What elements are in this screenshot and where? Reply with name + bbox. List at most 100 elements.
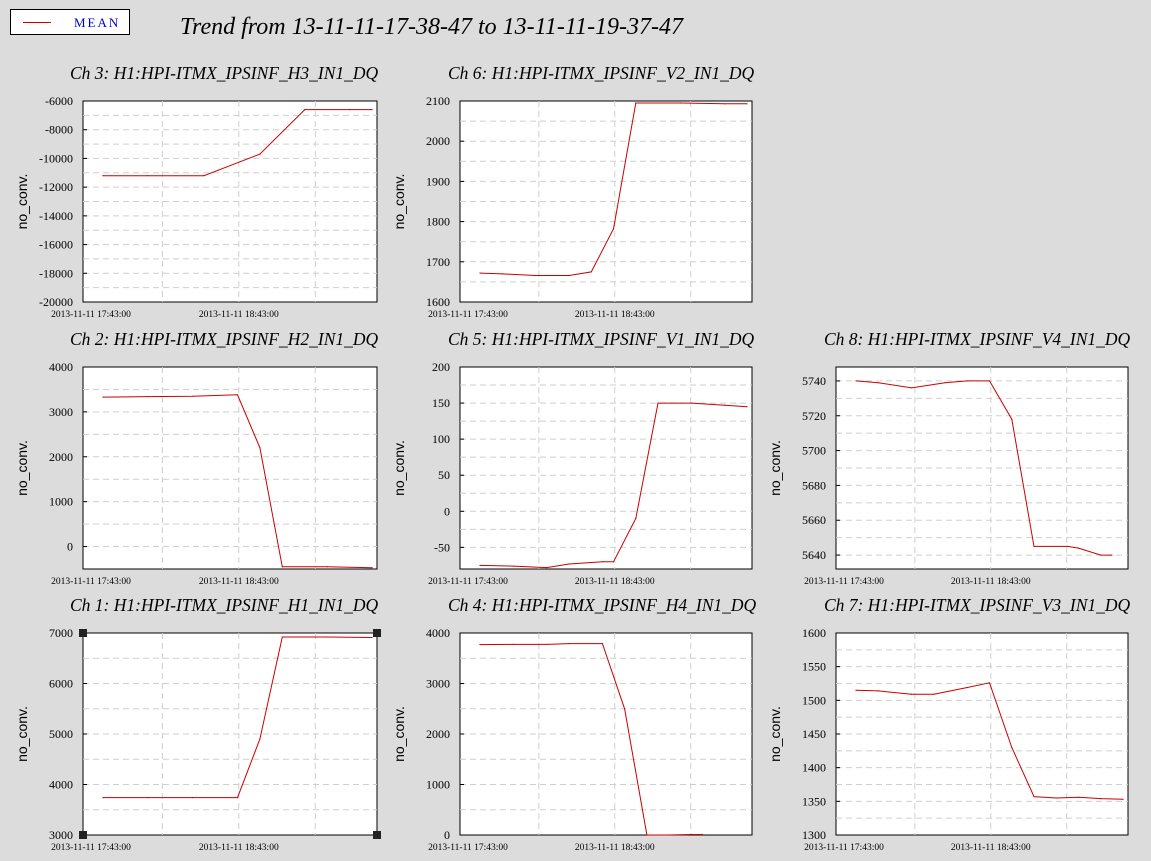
- y-tick-label: 2000: [426, 134, 450, 148]
- y-tick-label: 100: [432, 432, 450, 446]
- chart-ch3[interactable]: Ch 3: H1:HPI-ITMX_IPSINF_H3_IN1_DQ -6000 -…: [14, 63, 379, 320]
- y-axis-label: no_conv.: [14, 174, 30, 230]
- data-point: [624, 708, 626, 710]
- plot-area[interactable]: [82, 366, 378, 570]
- y-tick-label: 4000: [49, 778, 73, 792]
- y-tick-label: -10000: [39, 151, 73, 165]
- x-tick-label: 2013-11-11 17:43:00: [51, 843, 131, 853]
- data-point: [102, 175, 104, 177]
- selection-handle[interactable]: [373, 629, 381, 637]
- chart-ch7[interactable]: Ch 7: H1:HPI-ITMX_IPSINF_V3_IN1_DQ 1600 15…: [767, 595, 1131, 853]
- data-point: [966, 380, 968, 382]
- y-tick-label: 1450: [802, 727, 826, 741]
- data-point: [326, 566, 328, 568]
- selection-handle[interactable]: [79, 831, 87, 839]
- chart-title: Ch 3: H1:HPI-ITMX_IPSINF_H3_IN1_DQ: [70, 63, 379, 83]
- chart-ch8[interactable]: Ch 8: H1:HPI-ITMX_IPSINF_V4_IN1_DQ 5740 57…: [767, 329, 1131, 587]
- data-point: [259, 153, 261, 155]
- data-point: [147, 797, 149, 799]
- x-tick-label: 2013-11-11 17:43:00: [804, 577, 884, 587]
- y-tick-label: -8000: [45, 123, 73, 137]
- data-point: [512, 565, 514, 567]
- x-tick-label: 2013-11-11 17:43:00: [428, 843, 508, 853]
- data-point: [1011, 746, 1013, 749]
- y-tick-label: 3000: [426, 677, 450, 691]
- y-tick-label: 1000: [426, 778, 450, 792]
- y-tick-label: -20000: [39, 295, 73, 309]
- data-point: [855, 689, 857, 691]
- data-point: [1055, 797, 1057, 799]
- data-point: [1111, 554, 1113, 556]
- x-tick-label: 2013-11-11 17:43:00: [51, 310, 131, 320]
- data-point: [690, 833, 692, 836]
- data-point: [371, 567, 373, 569]
- data-point: [479, 564, 481, 566]
- data-point: [348, 109, 351, 111]
- y-tick-label: 1300: [802, 828, 826, 842]
- data-point: [1100, 798, 1102, 800]
- x-tick-label: 2013-11-11 18:43:00: [199, 577, 279, 587]
- data-point: [535, 274, 537, 277]
- selection-handle[interactable]: [373, 831, 381, 839]
- y-tick-label: -6000: [45, 94, 73, 108]
- y-tick-label: -16000: [39, 238, 73, 252]
- data-point: [1077, 796, 1080, 798]
- data-point: [147, 175, 149, 177]
- y-axis-label: no_conv.: [14, 706, 30, 762]
- data-point: [568, 563, 570, 565]
- y-tick-label: 0: [67, 540, 73, 554]
- x-tick-label: 2013-11-11 18:43:00: [575, 577, 655, 587]
- x-tick-label: 2013-11-11 17:43:00: [428, 577, 508, 587]
- selection-handle[interactable]: [79, 629, 87, 637]
- plot-area[interactable]: [459, 366, 753, 570]
- y-tick-label: 5720: [802, 409, 826, 423]
- data-point: [612, 228, 615, 230]
- y-tick-label: 3000: [49, 405, 73, 419]
- y-tick-label: 1500: [802, 693, 826, 707]
- series-line: [855, 682, 1124, 800]
- legend-label: MEAN: [74, 15, 121, 30]
- data-point: [701, 833, 704, 836]
- y-tick-label: 1400: [802, 761, 826, 775]
- data-point: [568, 643, 570, 645]
- x-tick-label: 2013-11-11 18:43:00: [951, 843, 1031, 853]
- y-tick-label: 5680: [802, 478, 826, 492]
- y-tick-label: 2000: [49, 450, 73, 464]
- chart-ch6[interactable]: Ch 6: H1:HPI-ITMX_IPSINF_V2_IN1_DQ 2100 20…: [391, 63, 755, 320]
- data-point: [944, 382, 946, 384]
- y-axis-label: no_conv.: [391, 706, 407, 762]
- data-point: [966, 686, 968, 689]
- data-point: [371, 109, 373, 111]
- data-point: [102, 797, 104, 799]
- y-tick-label: 1600: [426, 295, 450, 309]
- data-point: [1077, 547, 1080, 549]
- data-point: [259, 738, 261, 740]
- chart-title: Ch 6: H1:HPI-ITMX_IPSINF_V2_IN1_DQ: [448, 63, 755, 83]
- data-point: [657, 402, 659, 404]
- data-point: [911, 693, 913, 695]
- chart-title: Ch 5: H1:HPI-ITMX_IPSINF_V1_IN1_DQ: [448, 329, 755, 349]
- data-point: [371, 636, 373, 639]
- data-point: [192, 395, 194, 397]
- chart-ch1[interactable]: Ch 1: H1:HPI-ITMX_IPSINF_H1_IN1_DQ 7000 60…: [14, 595, 381, 853]
- y-tick-label: 5740: [802, 374, 826, 388]
- chart-ch2[interactable]: Ch 2: H1:HPI-ITMX_IPSINF_H2_IN1_DQ 4000 30…: [14, 329, 379, 587]
- data-point: [877, 690, 879, 692]
- data-point: [746, 103, 748, 105]
- y-tick-label: 2100: [426, 94, 450, 108]
- data-point: [933, 693, 935, 695]
- y-tick-label: 3000: [49, 828, 73, 842]
- y-axis-label: no_conv.: [14, 440, 30, 496]
- chart-ch5[interactable]: Ch 5: H1:HPI-ITMX_IPSINF_V1_IN1_DQ 200 150…: [391, 329, 755, 587]
- series-line: [102, 394, 373, 569]
- chart-title: Ch 1: H1:HPI-ITMX_IPSINF_H1_IN1_DQ: [70, 595, 379, 615]
- chart-ch4[interactable]: Ch 4: H1:HPI-ITMX_IPSINF_H4_IN1_DQ 4000 30…: [391, 595, 757, 853]
- y-tick-label: -12000: [39, 180, 73, 194]
- data-point: [679, 102, 681, 104]
- y-axis-label: no_conv.: [767, 440, 783, 496]
- data-point: [746, 406, 748, 408]
- x-tick-label: 2013-11-11 18:43:00: [575, 310, 655, 320]
- x-tick-label: 2013-11-11 17:43:00: [51, 577, 131, 587]
- y-tick-label: 4000: [49, 360, 73, 374]
- data-point: [1066, 545, 1068, 547]
